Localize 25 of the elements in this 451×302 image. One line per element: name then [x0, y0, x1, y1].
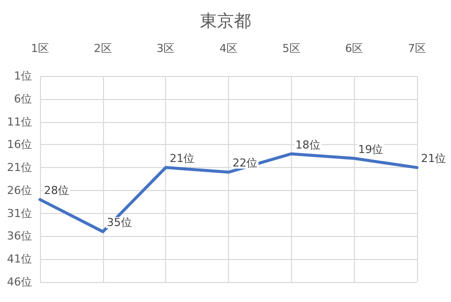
x-tick-label: 1区: [31, 42, 49, 55]
chart-title: 東京都: [200, 12, 251, 32]
data-label: 21位: [170, 152, 195, 166]
y-tick-label: 6位: [14, 92, 32, 106]
x-tick-label: 6区: [345, 42, 364, 55]
y-tick-label: 1位: [14, 70, 32, 82]
data-label: 19位: [358, 142, 384, 156]
y-tick-label: 16位: [7, 138, 32, 152]
y-tick-label: 11位: [7, 115, 32, 128]
y-tick-label: 21位: [7, 161, 32, 174]
x-tick-label: 7区: [408, 42, 426, 55]
data-label: 21位: [421, 152, 446, 166]
y-tick-label: 31位: [7, 206, 32, 220]
x-tick-label: 3区: [156, 42, 175, 55]
data-label: 35位: [106, 216, 132, 230]
data-label: 18位: [295, 138, 320, 152]
y-tick-label: 26位: [7, 184, 32, 197]
data-label: 28位: [44, 184, 69, 198]
y-tick-label: 46位: [7, 276, 32, 288]
x-tick-label: 4区: [220, 42, 238, 55]
x-tick-label: 2区: [94, 42, 112, 55]
x-tick-label: 5区: [282, 42, 300, 55]
data-label: 22位: [232, 156, 258, 170]
y-tick-label: 41位: [7, 252, 32, 266]
y-tick-label: 36位: [7, 230, 32, 243]
